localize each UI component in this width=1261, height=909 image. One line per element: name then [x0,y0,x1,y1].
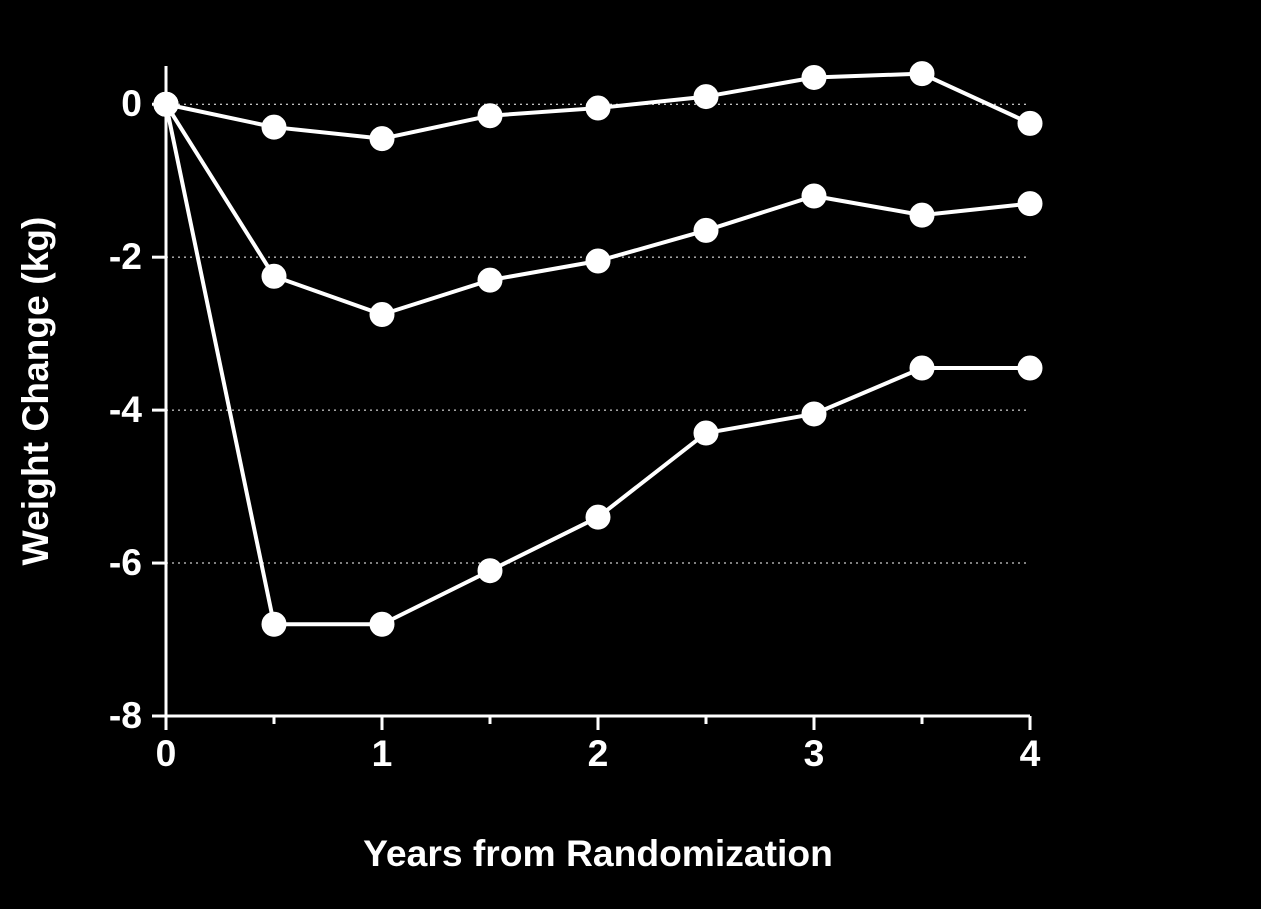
series-top-marker [910,62,934,86]
series-mid-marker [1018,192,1042,216]
chart-container: 0 1 2 3 4 0 -2 -4 -6 -8 Years from Randomization W… [0,0,1261,909]
series-top-marker [694,85,718,109]
y-tick-label: -6 [109,541,142,583]
x-tick-label: 1 [372,732,393,774]
x-tick-label: 2 [588,732,609,774]
series-bottom-marker [910,356,934,380]
x-tick-label: 4 [1020,732,1041,774]
y-axis-title: Weight Change (kg) [14,217,56,566]
series-bottom-marker [694,421,718,445]
series-mid-marker [262,264,286,288]
series-mid-marker [802,184,826,208]
series-bottom-marker [586,505,610,529]
x-tick-label: 0 [156,732,177,774]
y-tick-label: -2 [109,235,142,277]
series-bottom-marker [478,559,502,583]
series-bottom-marker [802,402,826,426]
y-tick-label: -8 [109,694,142,736]
series-top-marker [478,104,502,128]
y-tick-label: -4 [109,388,142,430]
y-tick-label: 0 [121,82,142,124]
series-top-marker [802,65,826,89]
series-top-marker [370,127,394,151]
weight-change-line-chart: 0 1 2 3 4 0 -2 -4 -6 -8 Years from Randomization W… [0,0,1261,909]
series-bottom-marker [1018,356,1042,380]
series-top-marker [262,115,286,139]
series-top-marker [586,96,610,120]
x-axis-title: Years from Randomization [363,832,833,874]
series-bottom-marker [370,612,394,636]
series-mid-marker [910,203,934,227]
series-mid-marker [478,268,502,292]
series-mid-marker [370,303,394,327]
x-tick-label: 3 [804,732,825,774]
series-mid-marker [694,218,718,242]
series-top-marker [1018,111,1042,135]
series-bottom-marker [262,612,286,636]
series-mid-marker [586,249,610,273]
